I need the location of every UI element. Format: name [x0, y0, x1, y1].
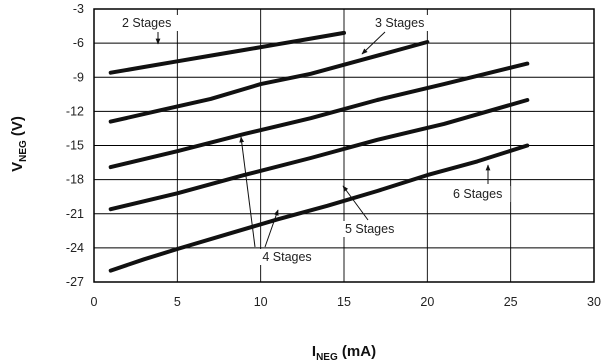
annotation-label: 6 Stages — [453, 187, 502, 201]
y-tick-label: -24 — [66, 241, 84, 255]
y-tick-label: -12 — [66, 104, 84, 118]
y-tick-label: -3 — [73, 2, 84, 16]
annotation-bg — [450, 186, 511, 202]
x-tick-label: 15 — [337, 295, 351, 309]
series-lines — [108, 30, 530, 273]
series-line-5-stages — [108, 98, 530, 212]
annotation-bg — [372, 15, 433, 31]
x-axis-ticks: 0 5 10 15 20 25 30 — [91, 295, 601, 309]
y-axis-title: VNEG (V) — [9, 116, 29, 172]
annotation-label: 2 Stages — [122, 16, 171, 30]
y-tick-label: -6 — [73, 36, 84, 50]
y-tick-label: -15 — [66, 139, 84, 153]
annotation-arrow — [361, 31, 386, 55]
series-line-2-stages — [108, 30, 346, 75]
annotation-bg — [256, 249, 318, 265]
x-tick-label: 0 — [91, 295, 98, 309]
annotation-label: 5 Stages — [345, 222, 394, 236]
y-tick-label: -27 — [66, 275, 84, 289]
x-tick-label: 10 — [254, 295, 268, 309]
x-tick-label: 25 — [504, 295, 518, 309]
annotation-bg — [119, 15, 180, 31]
annotation-arrow — [239, 136, 256, 248]
y-axis-ticks: -3 -6 -9 -12 -15 -18 -21 -24 -27 — [66, 2, 84, 289]
x-tick-label: 20 — [420, 295, 434, 309]
series-line-6-stages — [108, 143, 530, 273]
annotation-label: 4 Stages — [262, 250, 311, 264]
x-tick-label: 30 — [587, 295, 601, 309]
x-tick-label: 5 — [174, 295, 181, 309]
annotation-bg — [342, 221, 403, 237]
plot-frame — [93, 8, 595, 283]
annotation-label: 3 Stages — [375, 16, 424, 30]
y-tick-label: -9 — [73, 70, 84, 84]
x-axis-title: INEG (mA) — [312, 343, 376, 363]
annotations: 2 Stages 3 Stages 4 Stages 5 Stages 6 Stages — [119, 15, 511, 265]
annotation-arrow — [342, 185, 369, 221]
y-tick-label: -18 — [66, 173, 84, 187]
grid — [94, 9, 594, 282]
series-line-4-stages — [108, 61, 530, 170]
series-line-3-stages — [108, 40, 430, 124]
y-tick-label: -21 — [66, 207, 84, 221]
annotation-arrow — [264, 209, 279, 248]
